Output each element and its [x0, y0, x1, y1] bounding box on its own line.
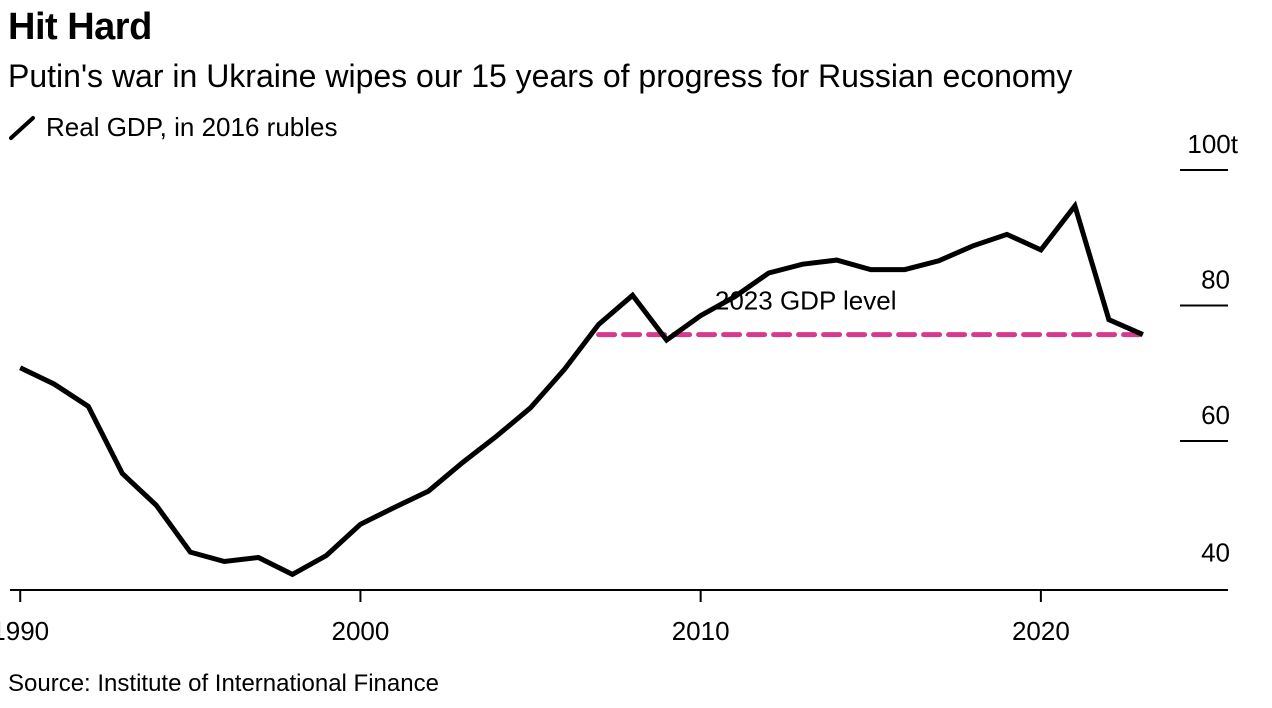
x-tick-label: 1990 — [0, 616, 49, 646]
chart-title: Hit Hard — [8, 6, 152, 48]
chart-subtitle: Putin's war in Ukraine wipes our 15 year… — [8, 58, 1073, 94]
legend-label: Real GDP, in 2016 rubles — [46, 112, 338, 142]
y-tick-label: 60 — [1201, 400, 1230, 430]
y-tick-label: 80 — [1201, 264, 1230, 294]
legend: Real GDP, in 2016 rubles — [8, 112, 337, 143]
line-swatch-icon — [9, 115, 35, 140]
x-tick-label: 2020 — [1012, 616, 1070, 646]
y-tick-label: 100t — [1187, 129, 1238, 159]
y-tick-label: 40 — [1201, 537, 1230, 567]
x-tick-label: 2010 — [672, 616, 730, 646]
source-note: Source: Institute of International Finan… — [8, 670, 439, 697]
x-tick-label: 2000 — [332, 616, 390, 646]
series-line-real-gdp — [19, 200, 1144, 578]
